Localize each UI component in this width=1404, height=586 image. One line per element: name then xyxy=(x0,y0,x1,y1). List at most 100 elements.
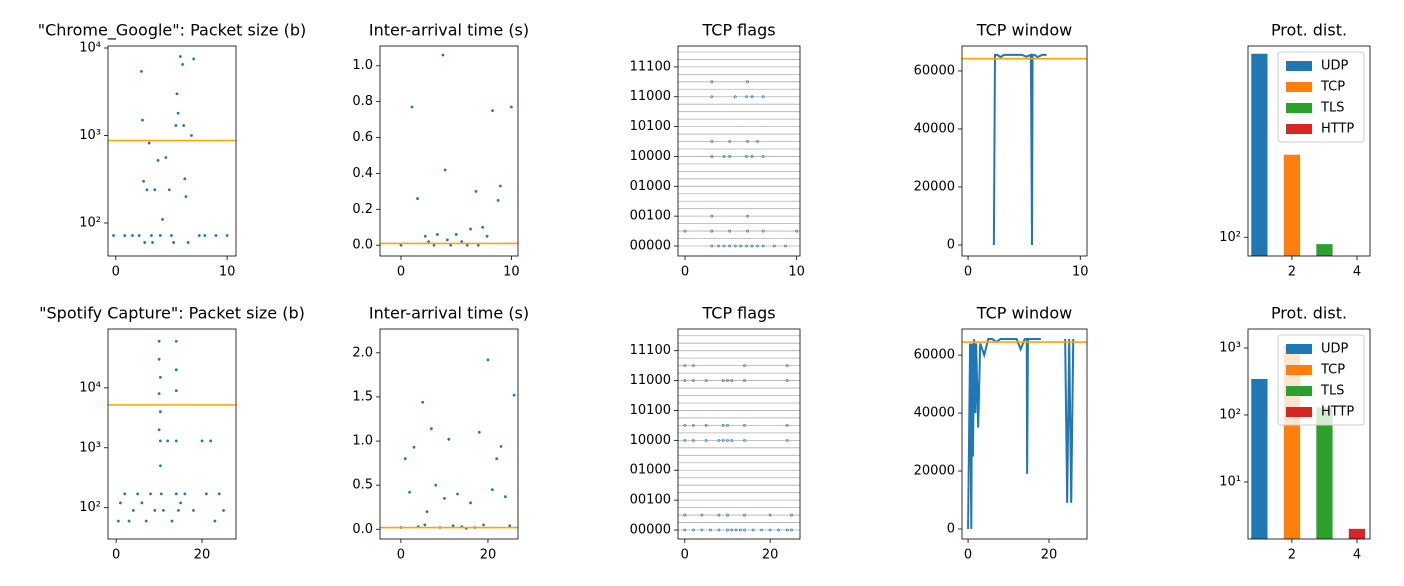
point xyxy=(161,218,164,221)
point xyxy=(691,528,695,532)
axes-frame xyxy=(961,328,1088,540)
legend-swatch xyxy=(1286,407,1312,417)
point xyxy=(730,379,734,382)
y-tick-label: 00000 xyxy=(630,239,671,254)
x-tick-label: 0 xyxy=(681,548,689,563)
point xyxy=(717,528,721,532)
point xyxy=(423,234,427,238)
point xyxy=(174,389,178,392)
legend-box xyxy=(1277,334,1365,426)
point xyxy=(182,124,186,127)
point xyxy=(750,155,754,158)
point xyxy=(456,492,459,496)
point xyxy=(145,188,149,192)
y-tick-label: 10² xyxy=(79,500,101,515)
point xyxy=(443,497,446,500)
point xyxy=(717,513,721,517)
point xyxy=(726,528,729,532)
point xyxy=(730,528,734,532)
y-tick-label: 10000 xyxy=(630,149,671,164)
point xyxy=(761,95,765,99)
point xyxy=(421,400,425,404)
x-tick-label: 20 xyxy=(762,548,779,563)
point xyxy=(691,379,695,382)
point xyxy=(445,238,449,242)
point xyxy=(743,364,746,368)
point xyxy=(147,141,151,145)
point xyxy=(149,492,152,496)
axes-frame xyxy=(379,328,519,540)
point xyxy=(451,524,455,528)
y-tick-label: 1.0 xyxy=(352,434,373,449)
y-tick-label: 0.6 xyxy=(352,130,373,145)
legend-swatch xyxy=(1286,365,1312,375)
y-tick-label: 0.4 xyxy=(352,166,373,181)
point xyxy=(721,424,725,427)
point xyxy=(710,155,714,158)
point xyxy=(174,492,178,496)
point xyxy=(721,438,725,442)
y-tick-label: 01000 xyxy=(630,179,671,194)
panel-title: Prot. dist. xyxy=(1271,304,1347,323)
y-tick-label: 10¹ xyxy=(1219,474,1241,489)
point xyxy=(425,510,429,514)
legend: UDP TCP TLS HTTP xyxy=(1277,334,1365,426)
point xyxy=(183,177,187,181)
point xyxy=(761,229,765,233)
x-tick-label: 4 xyxy=(1353,548,1361,563)
y-tick-label: 0.2 xyxy=(352,202,373,217)
point xyxy=(157,357,161,361)
y-tick-label: 10³ xyxy=(79,128,101,143)
point xyxy=(436,233,439,236)
panel-title: TCP flags xyxy=(701,304,775,323)
point xyxy=(745,95,748,99)
point xyxy=(728,244,732,248)
point xyxy=(174,339,178,343)
y-tick-label: 11100 xyxy=(630,343,671,358)
point xyxy=(710,244,714,248)
point xyxy=(137,234,141,237)
point xyxy=(465,243,469,247)
point xyxy=(761,155,765,158)
point xyxy=(722,244,726,248)
point xyxy=(790,513,793,517)
point xyxy=(746,214,749,218)
point xyxy=(750,95,754,99)
point xyxy=(743,438,746,442)
point xyxy=(474,189,478,193)
point xyxy=(683,513,687,517)
axes-frame xyxy=(1247,45,1371,257)
legend-swatch xyxy=(1286,344,1312,354)
point xyxy=(683,229,687,233)
panel-title: TCP window xyxy=(976,21,1072,40)
point xyxy=(412,445,416,449)
y-tick-label: 11000 xyxy=(630,89,671,104)
point xyxy=(172,241,176,244)
point xyxy=(139,70,143,73)
point xyxy=(477,430,481,434)
point xyxy=(176,111,180,115)
point xyxy=(785,379,789,382)
point xyxy=(710,229,714,233)
point xyxy=(183,492,187,496)
point xyxy=(140,501,144,505)
x-tick-label: 0 xyxy=(397,548,405,563)
point xyxy=(184,195,188,199)
point xyxy=(174,368,178,372)
legend: UDP TCP TLS HTTP xyxy=(1277,51,1365,143)
point xyxy=(170,519,174,523)
point xyxy=(449,243,453,247)
point xyxy=(785,424,789,427)
point xyxy=(123,492,127,496)
point xyxy=(167,188,171,192)
point xyxy=(777,528,781,532)
point xyxy=(142,179,146,183)
point xyxy=(743,513,746,517)
panel: TCP window 0 20 0 20000 40000 60000 xyxy=(914,304,1088,563)
point xyxy=(495,457,499,461)
point xyxy=(503,495,507,499)
point xyxy=(159,410,162,414)
